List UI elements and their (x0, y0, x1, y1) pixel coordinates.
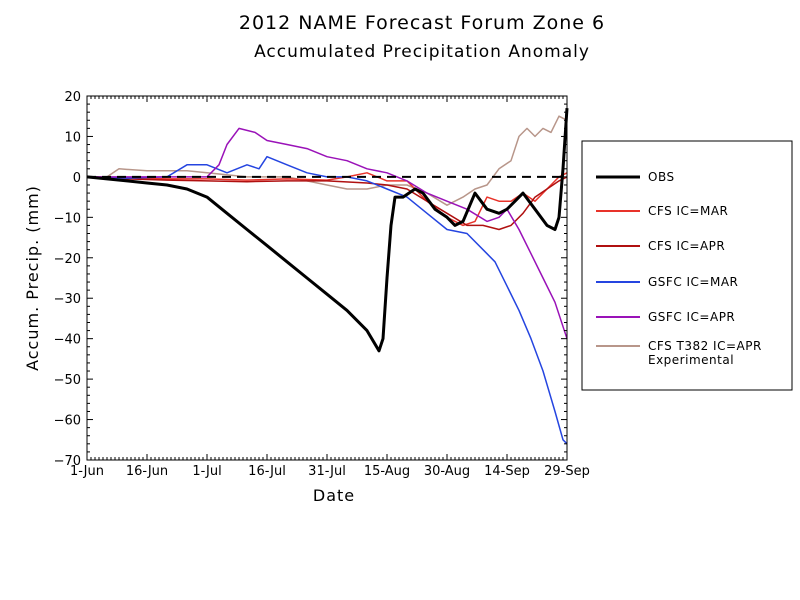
x-tick-label: 15-Aug (364, 464, 410, 479)
x-tick-label: 16-Jun (126, 464, 168, 479)
series-line-gsfc-ic-mar (86, 155, 568, 445)
y-tick-label: −10 (54, 211, 81, 226)
y-tick-label: 0 (73, 171, 81, 186)
legend-label: OBS (648, 170, 675, 184)
y-tick-label: −40 (54, 333, 81, 348)
x-tick-label: 14-Sep (484, 464, 530, 479)
legend-label-line2: Experimental (648, 353, 734, 367)
y-tick-label: −20 (54, 252, 81, 267)
legend-label: CFS T382 IC=APR (648, 339, 762, 353)
legend-label: CFS IC=MAR (648, 204, 728, 218)
legend-label: GSFC IC=APR (648, 310, 735, 324)
chart-subtitle: Accumulated Precipitation Anomaly (254, 42, 590, 62)
x-axis-title: Date (313, 486, 355, 505)
legend-box (581, 140, 793, 391)
y-axis-title: Accum. Precip. (mm) (23, 185, 42, 371)
y-tick-label: 20 (64, 90, 81, 105)
x-tick-label: 30-Aug (424, 464, 470, 479)
legend-label: GSFC IC=MAR (648, 275, 738, 289)
x-axis: 1-Jun 16-Jun 1-Jul 16-Jul 31-Jul 15-Aug 30-Aug… (70, 96, 590, 479)
y-tick-label: −30 (54, 292, 81, 307)
x-tick-label: 29-Sep (544, 464, 590, 479)
y-axis: 20 10 0 −10 −20 −30 −40 −50 −60 −70 (54, 90, 567, 469)
series-line-obs (86, 108, 569, 353)
x-tick-label: 1-Jul (192, 464, 221, 479)
y-tick-label: −60 (54, 414, 81, 429)
chart-title: 2012 NAME Forecast Forum Zone 6 (239, 12, 605, 34)
legend: OBS CFS IC=MAR CFS IC=APR GSFC IC=MAR GSFC I… (596, 170, 762, 367)
series-layer (86, 108, 569, 445)
x-tick-label: 1-Jun (70, 464, 104, 479)
y-tick-label: 10 (64, 130, 81, 145)
x-tick-label: 16-Jul (248, 464, 286, 479)
y-tick-label: −50 (54, 373, 81, 388)
legend-label: CFS IC=APR (648, 239, 725, 253)
y-tick-label: −70 (54, 454, 81, 469)
series-line-gsfc-ic-apr (87, 127, 568, 339)
x-tick-label: 31-Jul (308, 464, 346, 479)
